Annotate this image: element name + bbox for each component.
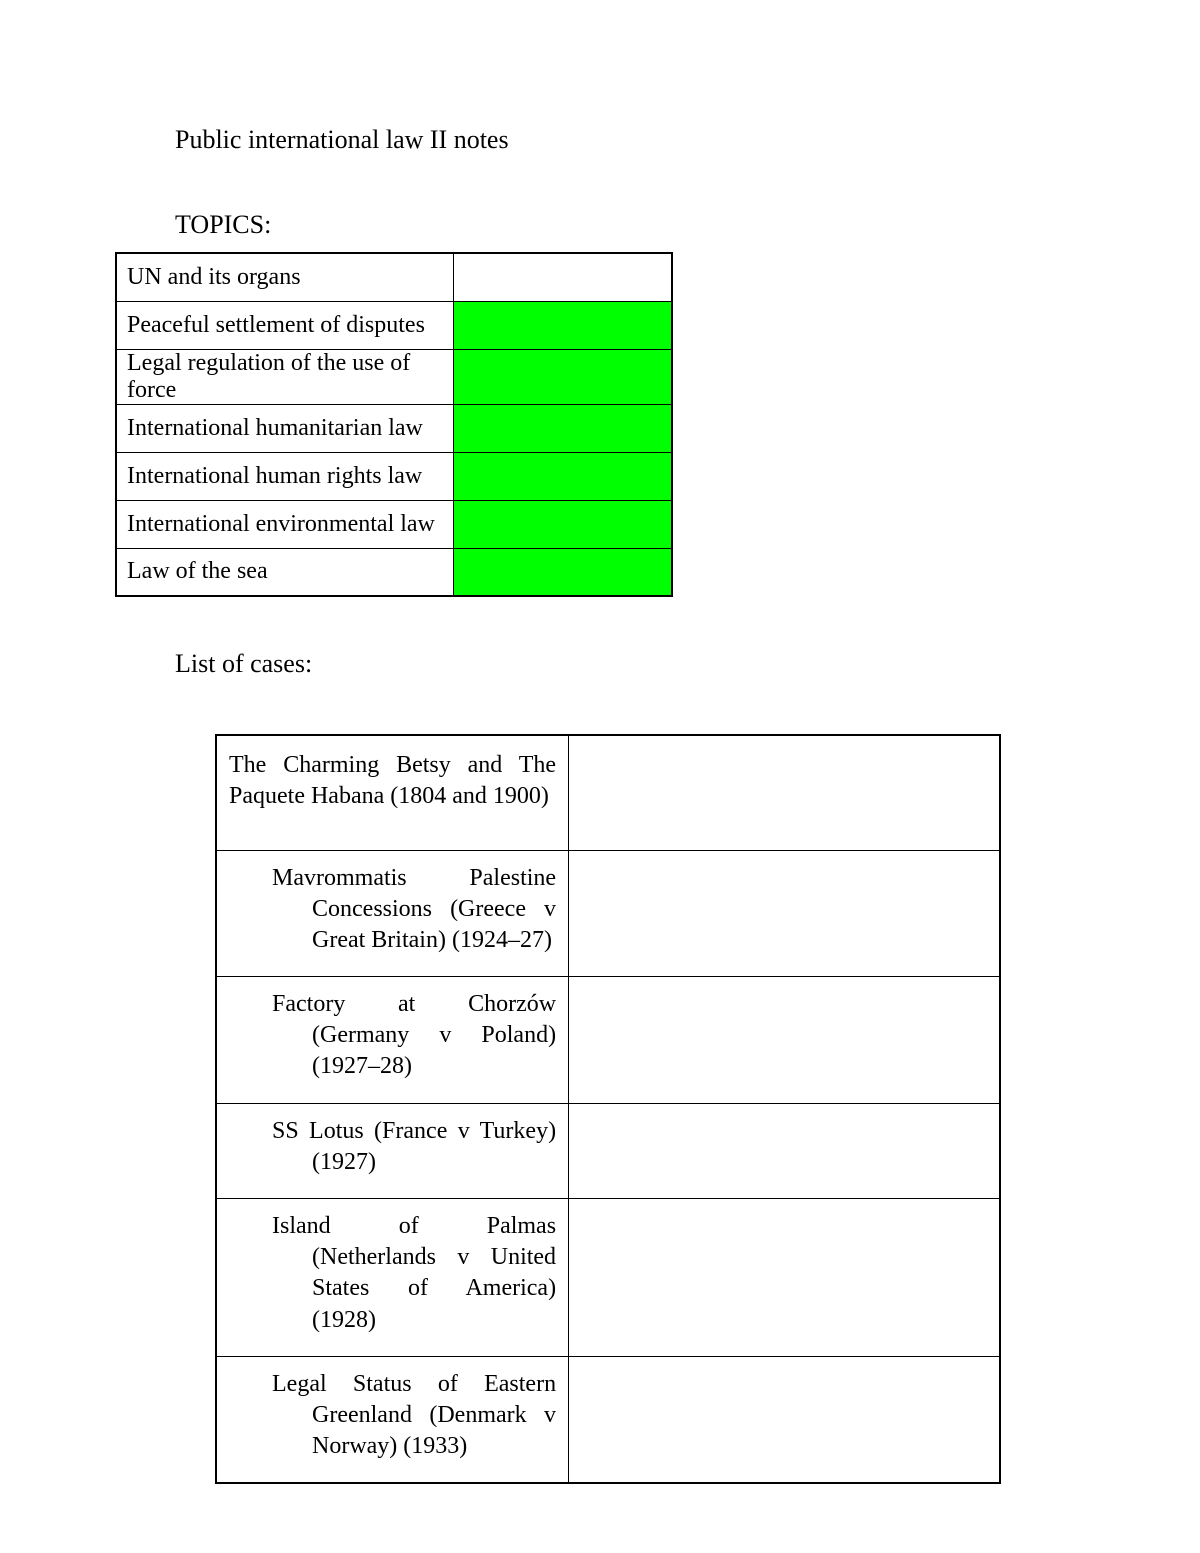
cases-header: List of cases: [175, 649, 1200, 679]
topics-header: TOPICS: [175, 210, 1200, 240]
table-row: The Charming Betsy and The Paquete Haban… [216, 735, 1000, 850]
topic-status-cell [453, 404, 672, 452]
table-row: SS Lotus (France v Turkey) (1927) [216, 1103, 1000, 1198]
topic-name-cell: International human rights law [116, 452, 453, 500]
case-empty-cell [569, 977, 1000, 1104]
page-title: Public international law II notes [175, 125, 1200, 155]
table-row: International environmental law [116, 500, 672, 548]
table-row: Island of Palmas (Netherlands v United S… [216, 1199, 1000, 1357]
case-text: Factory at Chorzów (Germany v Poland) (1… [272, 989, 556, 1083]
topic-name-cell: Law of the sea [116, 548, 453, 596]
topic-status-cell [453, 500, 672, 548]
table-row: International human rights law [116, 452, 672, 500]
case-empty-cell [569, 850, 1000, 977]
table-row: Legal regulation of the use of force [116, 349, 672, 404]
table-row: International humanitarian law [116, 404, 672, 452]
case-empty-cell [569, 1103, 1000, 1198]
case-text: Mavrommatis Palestine Concessions (Greec… [272, 863, 556, 957]
case-empty-cell [569, 1356, 1000, 1483]
table-row: Factory at Chorzów (Germany v Poland) (1… [216, 977, 1000, 1104]
case-text: The Charming Betsy and The Paquete Haban… [229, 750, 556, 812]
case-name-cell: The Charming Betsy and The Paquete Haban… [216, 735, 569, 850]
case-name-cell: Island of Palmas (Netherlands v United S… [216, 1199, 569, 1357]
case-text: Island of Palmas (Netherlands v United S… [272, 1211, 556, 1336]
topic-status-cell [453, 349, 672, 404]
topic-name-cell: International environmental law [116, 500, 453, 548]
table-row: Legal Status of Eastern Greenland (Denma… [216, 1356, 1000, 1483]
case-name-cell: Mavrommatis Palestine Concessions (Greec… [216, 850, 569, 977]
table-row: UN and its organs [116, 253, 672, 301]
table-row: Mavrommatis Palestine Concessions (Greec… [216, 850, 1000, 977]
case-text: Legal Status of Eastern Greenland (Denma… [272, 1369, 556, 1463]
case-empty-cell [569, 735, 1000, 850]
case-name-cell: SS Lotus (France v Turkey) (1927) [216, 1103, 569, 1198]
cases-table: The Charming Betsy and The Paquete Haban… [215, 734, 1001, 1484]
case-empty-cell [569, 1199, 1000, 1357]
topic-status-cell [453, 253, 672, 301]
case-name-cell: Factory at Chorzów (Germany v Poland) (1… [216, 977, 569, 1104]
topic-status-cell [453, 548, 672, 596]
topic-status-cell [453, 301, 672, 349]
case-name-cell: Legal Status of Eastern Greenland (Denma… [216, 1356, 569, 1483]
topics-table: UN and its organsPeaceful settlement of … [115, 252, 673, 597]
topic-name-cell: UN and its organs [116, 253, 453, 301]
topic-name-cell: Peaceful settlement of disputes [116, 301, 453, 349]
topic-name-cell: Legal regulation of the use of force [116, 349, 453, 404]
topic-name-cell: International humanitarian law [116, 404, 453, 452]
case-text: SS Lotus (France v Turkey) (1927) [272, 1116, 556, 1178]
table-row: Law of the sea [116, 548, 672, 596]
table-row: Peaceful settlement of disputes [116, 301, 672, 349]
topic-status-cell [453, 452, 672, 500]
